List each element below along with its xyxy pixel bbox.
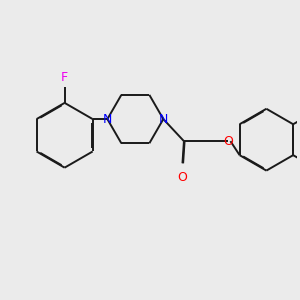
Text: O: O [223,135,233,148]
Text: N: N [159,112,168,126]
Text: N: N [103,112,112,126]
Text: F: F [61,71,68,84]
Text: O: O [178,171,188,184]
